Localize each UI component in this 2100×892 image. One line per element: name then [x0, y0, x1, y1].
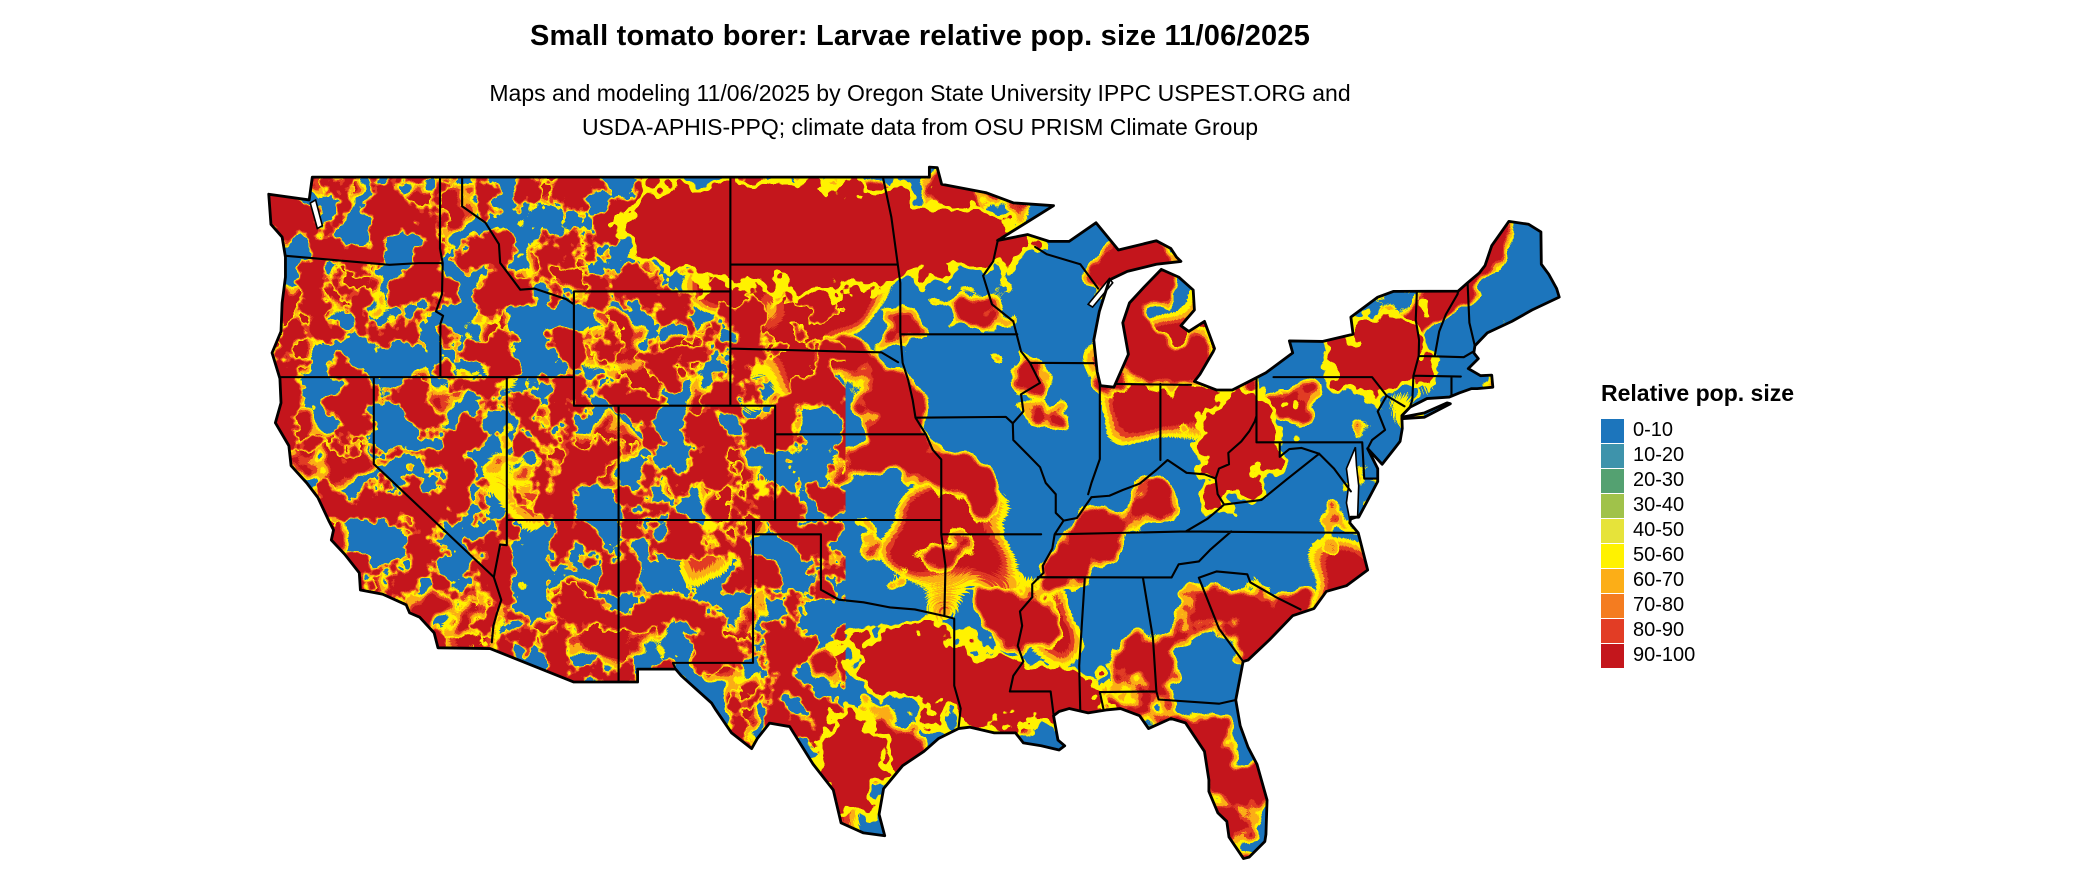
legend-label: 90-100 — [1633, 644, 1696, 666]
legend-label: 60-70 — [1633, 569, 1685, 591]
legend-swatch — [1601, 593, 1624, 618]
legend-swatch — [1601, 418, 1624, 443]
legend-item: 90-100 — [1601, 643, 1794, 668]
legend-item: 50-60 — [1601, 543, 1794, 568]
legend-label: 10-20 — [1633, 444, 1685, 466]
us-map-svg — [267, 165, 1561, 860]
legend-swatch — [1601, 618, 1624, 643]
legend-label: 80-90 — [1633, 619, 1685, 641]
map-subtitle-line1: Maps and modeling 11/06/2025 by Oregon S… — [489, 80, 1351, 106]
legend-label: 50-60 — [1633, 544, 1685, 566]
legend-item: 40-50 — [1601, 518, 1794, 543]
legend-label: 40-50 — [1633, 519, 1685, 541]
legend-label: 70-80 — [1633, 594, 1685, 616]
legend-item: 20-30 — [1601, 468, 1794, 493]
map-subtitle-line2: USDA-APHIS-PPQ; climate data from OSU PR… — [581, 114, 1259, 140]
conus-outline — [267, 165, 1561, 860]
legend-item: 10-20 — [1601, 443, 1794, 468]
legend-title: Relative pop. size — [1601, 380, 1795, 406]
us-map — [262, 162, 1570, 878]
legend-swatch — [1601, 493, 1624, 518]
legend-swatch — [1601, 518, 1624, 543]
legend-label: 30-40 — [1633, 494, 1685, 516]
legend-swatch — [1601, 568, 1624, 593]
legend: Relative pop. size 0-10 10-20 20-30 30-4… — [1601, 380, 1794, 668]
legend-label: 0-10 — [1633, 419, 1674, 441]
map-title: Small tomato borer: Larvae relative pop.… — [529, 20, 1311, 52]
puget-sound — [309, 198, 324, 230]
legend-swatch — [1601, 468, 1624, 493]
legend-swatch — [1601, 543, 1624, 568]
legend-item: 80-90 — [1601, 618, 1794, 643]
legend-item: 30-40 — [1601, 493, 1794, 518]
map-subtitle: Maps and modeling 11/06/2025 by Oregon S… — [0, 76, 1840, 144]
legend-item: 70-80 — [1601, 593, 1794, 618]
legend-item: 0-10 — [1601, 418, 1794, 443]
legend-swatch — [1601, 443, 1624, 468]
legend-label: 20-30 — [1633, 469, 1685, 491]
legend-item: 60-70 — [1601, 568, 1794, 593]
state-borders — [274, 176, 1476, 730]
legend-swatch — [1601, 643, 1624, 668]
